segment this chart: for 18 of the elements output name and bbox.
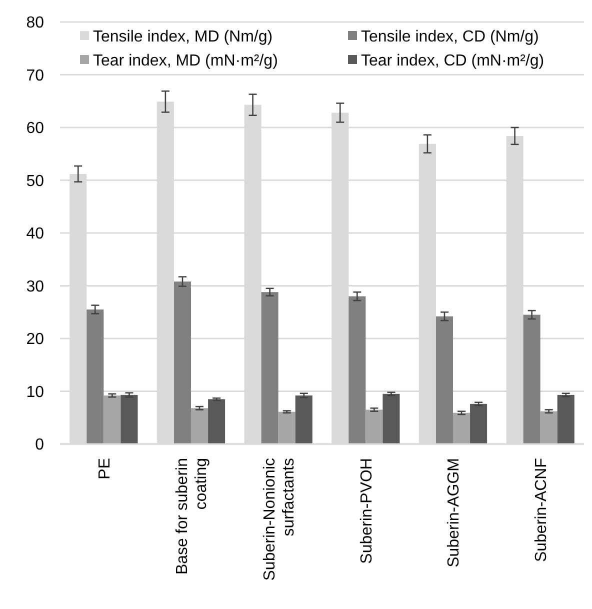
y-tick-label: 10	[26, 384, 44, 401]
y-tick-label: 20	[26, 331, 44, 348]
y-tick-label: 30	[26, 278, 44, 296]
legend-label: Tensile index, MD (Nm/g)	[93, 28, 273, 46]
y-tick-label: 40	[26, 226, 44, 243]
x-tick-label: Base for suberin coating	[174, 458, 210, 575]
y-tick-label: 70	[26, 67, 44, 84]
legend-label: Tear index, MD (mN·m²/g)	[93, 52, 278, 70]
y-tick-label: 60	[26, 120, 44, 138]
legend-label: Tensile index, CD (Nm/g)	[361, 28, 539, 46]
y-tick-label: 80	[26, 14, 44, 32]
x-tick-label: Suberin-PVOH	[358, 458, 376, 564]
x-tick-label: Suberin-AGGM	[446, 458, 463, 568]
y-tick-label: 50	[26, 172, 44, 190]
x-tick-label: PE	[96, 458, 114, 480]
legend-label: Tear index, CD (mN·m²/g)	[361, 52, 544, 70]
y-tick-label: 0	[35, 436, 44, 454]
x-tick-label: Suberin-ACNF	[532, 458, 550, 562]
